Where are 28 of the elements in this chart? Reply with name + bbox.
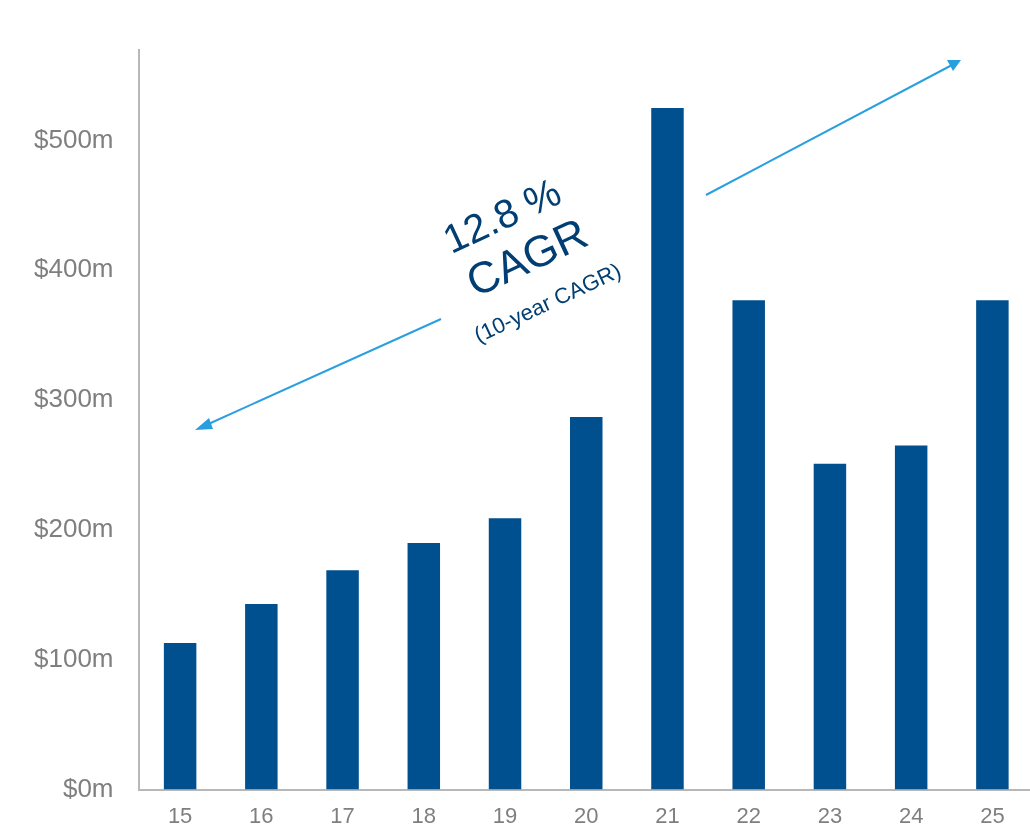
x-tick-label: 23 [817, 802, 843, 828]
bar [570, 417, 603, 790]
bar [732, 300, 765, 790]
bar [488, 518, 522, 790]
x-tick-label: 22 [736, 802, 761, 828]
x-tick-label: 17 [330, 802, 355, 828]
x-tick-label: 16 [249, 802, 274, 828]
bar [894, 445, 928, 790]
y-tick-label: $300m [34, 383, 114, 414]
bar [245, 603, 278, 790]
bar [326, 570, 359, 790]
x-tick-label: 20 [574, 802, 599, 828]
y-tick-label: $100m [34, 642, 114, 673]
y-tick-label: $200m [34, 513, 114, 544]
x-tick-label: 18 [411, 802, 437, 828]
x-tick-label: 15 [167, 802, 193, 828]
y-tick-label: $500m [34, 123, 114, 154]
x-tick-label: 24 [898, 802, 924, 828]
bar [813, 463, 847, 790]
x-tick-label: 21 [655, 802, 680, 828]
bar [976, 300, 1009, 790]
x-tick-label: 25 [980, 802, 1005, 828]
bar [651, 108, 684, 790]
x-tick-label: 19 [492, 802, 518, 828]
bar [163, 642, 197, 790]
y-tick-label: $0m [62, 772, 114, 803]
y-tick-label: $400m [34, 253, 114, 284]
bar [407, 542, 441, 790]
